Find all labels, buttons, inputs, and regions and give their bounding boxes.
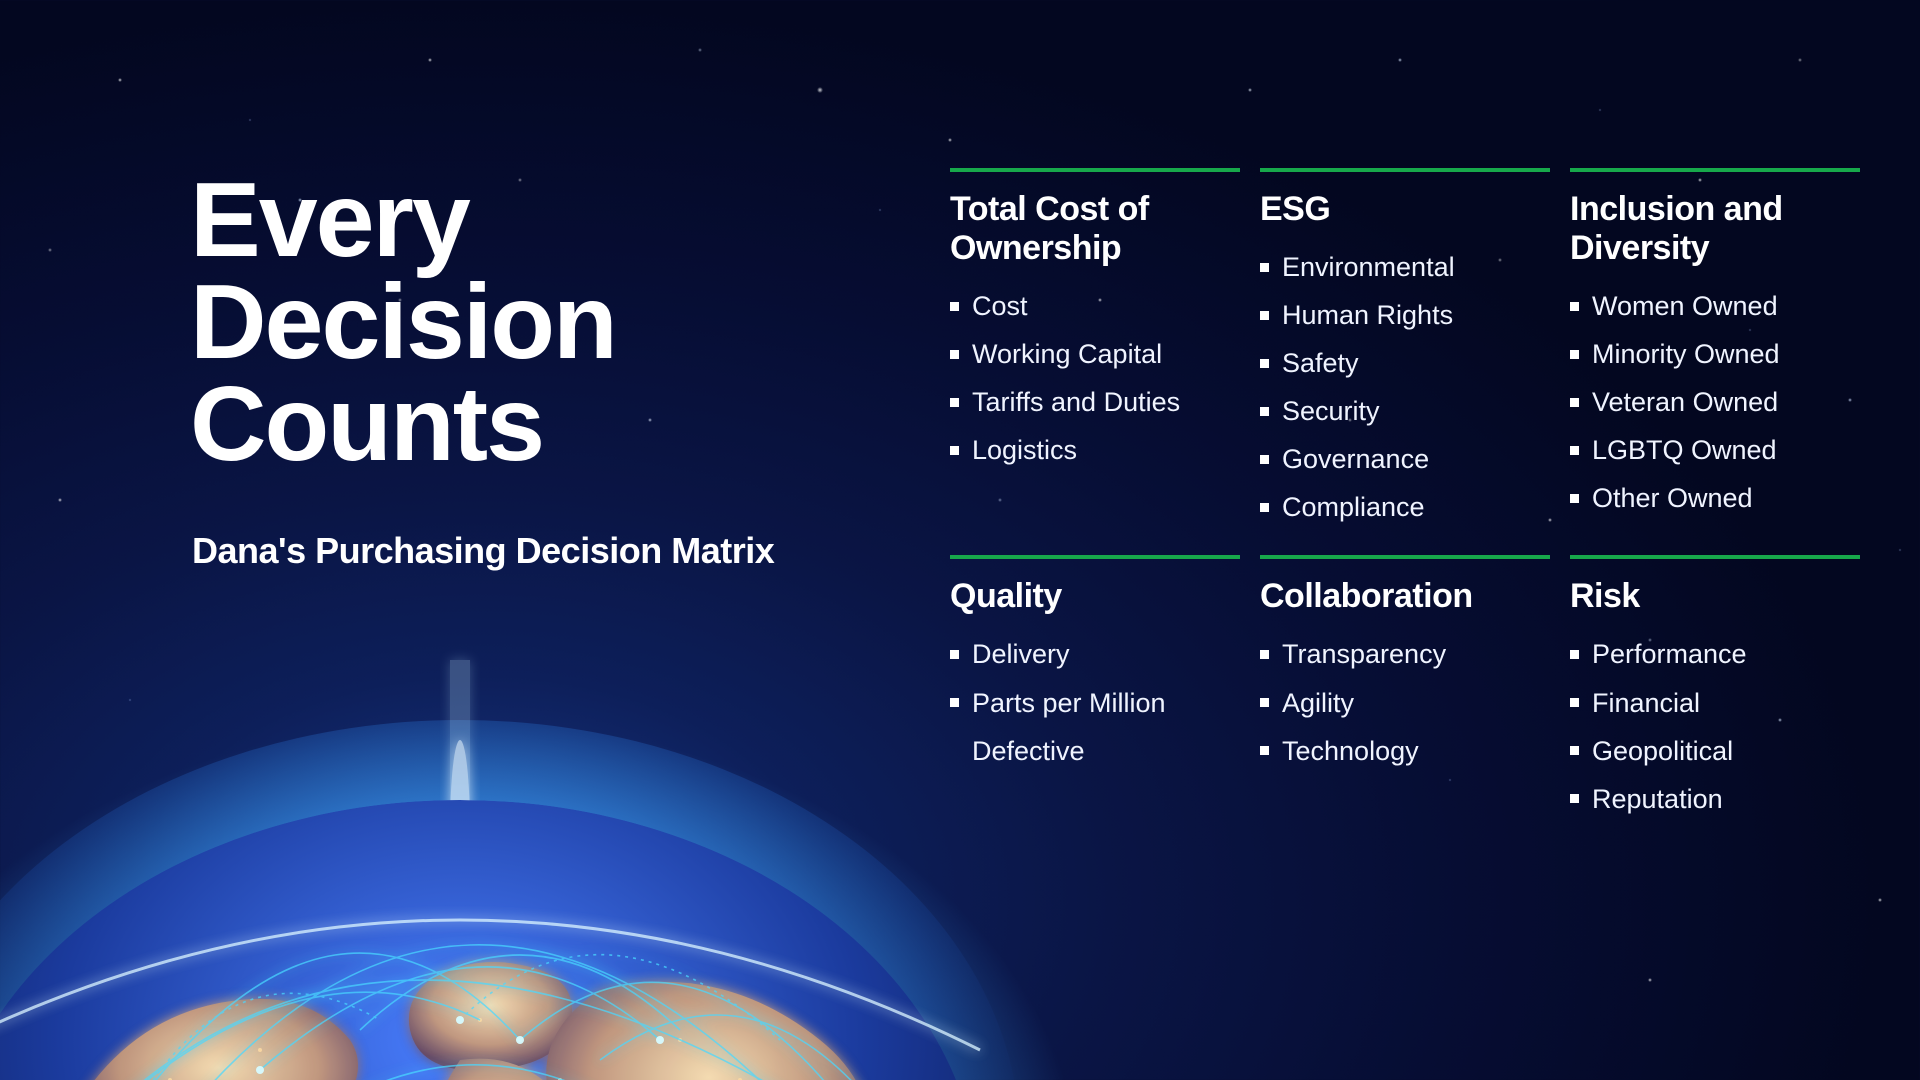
category-title: Quality bbox=[950, 577, 1240, 616]
category-block: Risk PerformanceFinancialGeopoliticalRepu… bbox=[1570, 555, 1860, 822]
list-item: Transparency bbox=[1260, 630, 1550, 678]
list-item: Tariffs and Duties bbox=[950, 378, 1240, 426]
headline-line-3: Counts bbox=[190, 365, 543, 483]
category-rule bbox=[950, 168, 1240, 172]
category-title: Inclusion and Diversity bbox=[1570, 190, 1860, 268]
category-block: Total Cost of Ownership CostWorking Capit… bbox=[950, 168, 1240, 531]
list-item: Women Owned bbox=[1570, 282, 1860, 330]
headline-title: Every Decision Counts bbox=[190, 170, 616, 475]
list-item: Technology bbox=[1260, 727, 1550, 775]
list-item: Cost bbox=[950, 282, 1240, 330]
list-item: LGBTQ Owned bbox=[1570, 426, 1860, 474]
list-item: Governance bbox=[1260, 435, 1550, 483]
list-item: Financial bbox=[1570, 679, 1860, 727]
list-item: Agility bbox=[1260, 679, 1550, 727]
category-items: EnvironmentalHuman RightsSafetySecurityG… bbox=[1260, 243, 1550, 531]
category-items: PerformanceFinancialGeopoliticalReputati… bbox=[1570, 630, 1860, 822]
category-items: DeliveryParts per Million Defective bbox=[950, 630, 1240, 774]
headline-line-1: Every bbox=[190, 161, 469, 279]
category-rule bbox=[1570, 168, 1860, 172]
category-title: Collaboration bbox=[1260, 577, 1550, 616]
list-item: Human Rights bbox=[1260, 291, 1550, 339]
category-title: ESG bbox=[1260, 190, 1550, 229]
category-rule bbox=[1260, 168, 1550, 172]
category-block: Quality DeliveryParts per Million Defecti… bbox=[950, 555, 1240, 822]
headline-line-2: Decision bbox=[190, 263, 616, 381]
list-item: Security bbox=[1260, 387, 1550, 435]
list-item: Performance bbox=[1570, 630, 1860, 678]
globe-illustration bbox=[0, 580, 960, 1080]
category-rule bbox=[950, 555, 1240, 559]
list-item: Geopolitical bbox=[1570, 727, 1860, 775]
category-title: Risk bbox=[1570, 577, 1860, 616]
list-item: Veteran Owned bbox=[1570, 378, 1860, 426]
category-rule bbox=[1570, 555, 1860, 559]
category-items: CostWorking CapitalTariffs and DutiesLog… bbox=[950, 282, 1240, 474]
list-item: Minority Owned bbox=[1570, 330, 1860, 378]
list-item: Safety bbox=[1260, 339, 1550, 387]
category-title: Total Cost of Ownership bbox=[950, 190, 1240, 268]
category-block: ESG EnvironmentalHuman RightsSafetySecuri… bbox=[1260, 168, 1550, 531]
category-block: Collaboration TransparencyAgilityTechnolo… bbox=[1260, 555, 1550, 822]
list-item: Parts per Million Defective bbox=[950, 679, 1240, 775]
category-rule bbox=[1260, 555, 1550, 559]
list-item: Reputation bbox=[1570, 775, 1860, 823]
decision-matrix-grid: Total Cost of Ownership CostWorking Capit… bbox=[950, 168, 1850, 823]
list-item: Other Owned bbox=[1570, 474, 1860, 522]
category-block: Inclusion and Diversity Women OwnedMinori… bbox=[1570, 168, 1860, 531]
headline-block: Every Decision Counts bbox=[190, 170, 616, 475]
list-item: Logistics bbox=[950, 426, 1240, 474]
list-item: Environmental bbox=[1260, 243, 1550, 291]
list-item: Delivery bbox=[950, 630, 1240, 678]
list-item: Working Capital bbox=[950, 330, 1240, 378]
category-items: Women OwnedMinority OwnedVeteran OwnedLG… bbox=[1570, 282, 1860, 522]
category-items: TransparencyAgilityTechnology bbox=[1260, 630, 1550, 774]
subtitle-text: Dana's Purchasing Decision Matrix bbox=[192, 530, 774, 572]
list-item: Compliance bbox=[1260, 483, 1550, 531]
